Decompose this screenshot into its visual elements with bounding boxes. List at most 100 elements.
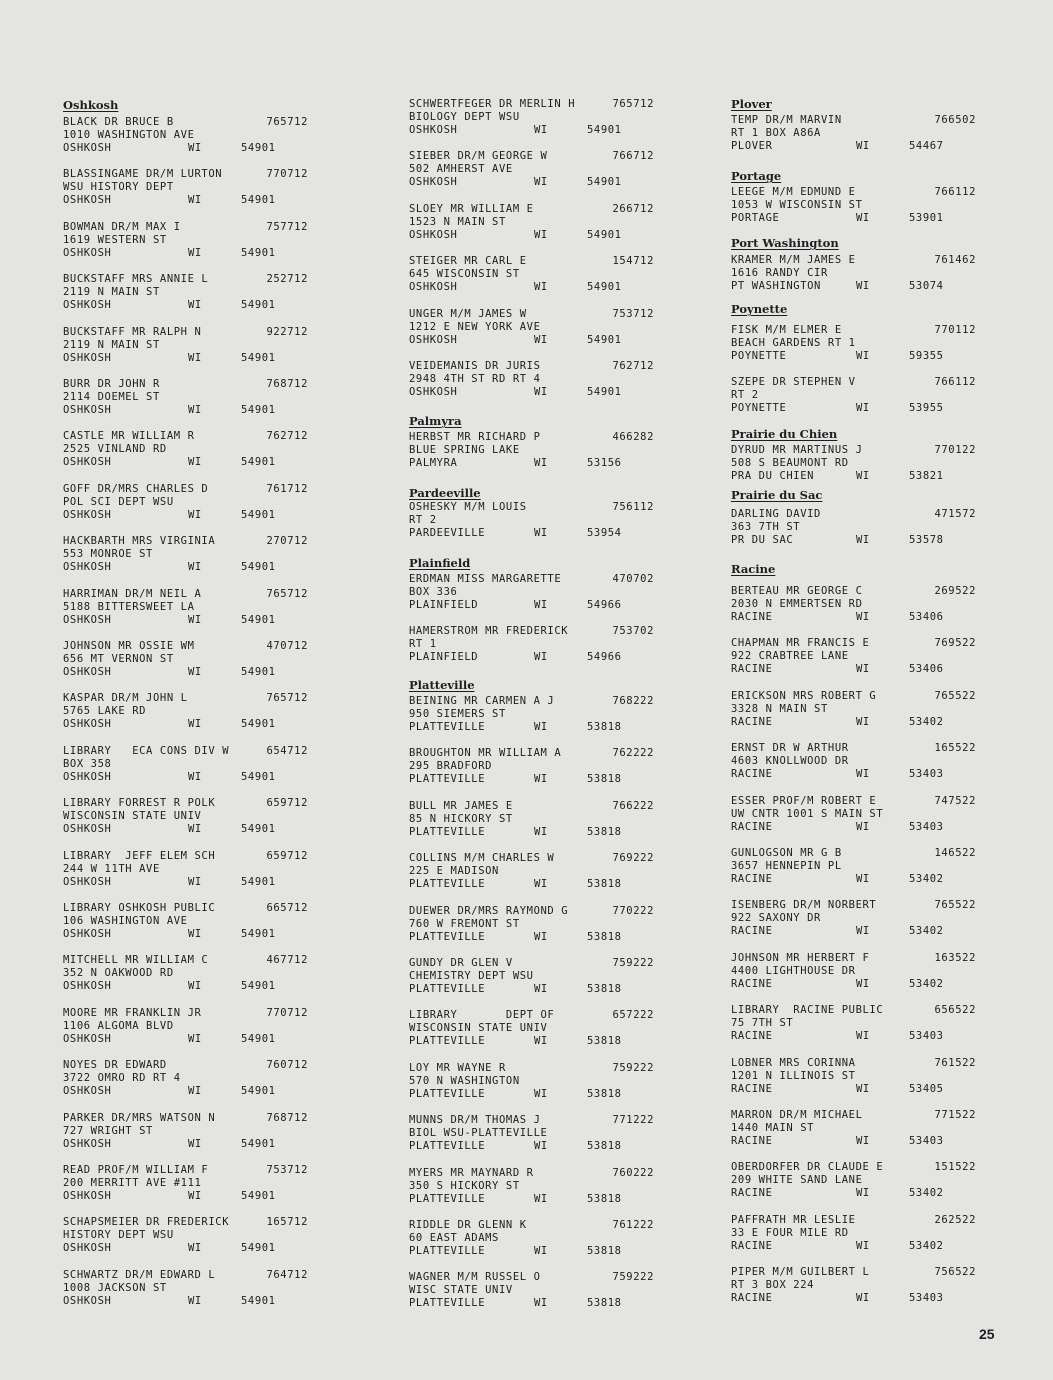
entry-name: ERICKSON MRS ROBERT G bbox=[731, 689, 877, 702]
entry-code: 766222 bbox=[612, 799, 654, 812]
entry-name: LOBNER MRS CORINNA bbox=[731, 1056, 856, 1069]
entry-code: 765712 bbox=[612, 98, 654, 110]
entry-name: GOFF DR/MRS CHARLES D bbox=[63, 482, 209, 495]
entry-zip: 53818 bbox=[587, 930, 622, 943]
entry-name: HACKBARTH MRS VIRGINIA bbox=[63, 535, 216, 548]
entry-code: 654712 bbox=[266, 744, 308, 757]
entry-city: PLOVER bbox=[731, 140, 773, 152]
entry-city: OSHKOSH bbox=[63, 456, 112, 469]
entry-city: PLATTEVILLE bbox=[409, 878, 486, 891]
entry-zip: 59355 bbox=[909, 350, 944, 362]
entry-code: 467712 bbox=[266, 954, 308, 967]
directory-entry: OSHESKY M/M LOUIS 756112 RT 2 PARDEEVILLE WI… bbox=[409, 501, 654, 540]
entry-state: WI bbox=[856, 212, 870, 224]
entry-city: PLATTEVILLE bbox=[409, 773, 486, 786]
directory-entry: ERDMAN MISS MARGARETTE 470702 BOX 336 PLAIN… bbox=[409, 573, 654, 612]
entry-name: HARRIMAN DR/M NEIL A bbox=[63, 587, 202, 600]
entry-address: 1523 N MAIN ST bbox=[409, 215, 506, 228]
entry-zip: 54901 bbox=[241, 561, 276, 574]
entry-city: OSHKOSH bbox=[409, 176, 458, 189]
entry-address: 508 S BEAUMONT RD bbox=[731, 457, 849, 469]
entry-code: 922712 bbox=[266, 325, 308, 338]
entry-state: WI bbox=[856, 1082, 870, 1095]
entry-name: SCHAPSMEIER DR FREDERICK bbox=[63, 1216, 230, 1229]
entry-code: 768712 bbox=[266, 378, 308, 390]
entry-name: ERDMAN MISS MARGARETTE bbox=[409, 573, 562, 585]
entry-code: 770112 bbox=[934, 324, 976, 336]
entry-address: 209 WHITE SAND LANE bbox=[731, 1174, 863, 1187]
entry-name: MITCHELL MR WILLIAM C bbox=[63, 954, 209, 967]
entry-code: 762222 bbox=[612, 747, 654, 760]
entry-name: OSHESKY M/M LOUIS bbox=[409, 501, 527, 513]
entry-name: KASPAR DR/M JOHN L bbox=[63, 692, 188, 705]
entry-name: JOHNSON MR OSSIE WM bbox=[63, 640, 195, 652]
entry-zip: 54901 bbox=[587, 176, 622, 189]
entry-name: RIDDLE DR GLENN K bbox=[409, 1219, 527, 1231]
entry-code: 765522 bbox=[934, 899, 976, 912]
entry-address: BEACH GARDENS RT 1 bbox=[731, 337, 856, 349]
entry-zip: 54901 bbox=[241, 246, 276, 259]
entry-code: 151522 bbox=[934, 1161, 976, 1174]
entry-name: CASTLE MR WILLIAM R bbox=[63, 430, 195, 443]
directory-entry: HARRIMAN DR/M NEIL A 765712 5188 BITTERSWE… bbox=[63, 588, 308, 627]
entry-city: OSHKOSH bbox=[63, 980, 112, 993]
entry-code: 756522 bbox=[934, 1266, 976, 1279]
entry-code: 770712 bbox=[266, 1006, 308, 1019]
entry-name: JOHNSON MR HERBERT F bbox=[731, 951, 870, 964]
entry-zip: 54901 bbox=[587, 124, 622, 136]
entry-name: LIBRARY RACINE PUBLIC bbox=[731, 1004, 884, 1017]
directory-entry: PARKER DR/MRS WATSON N 768712 727 WRIGHT S… bbox=[63, 1112, 308, 1151]
entry-address: WISCONSIN STATE UNIV bbox=[63, 810, 202, 823]
entry-name: KRAMER M/M JAMES E bbox=[731, 254, 856, 266]
entry-address: 33 E FOUR MILE RD bbox=[731, 1226, 849, 1239]
entry-code: 262522 bbox=[934, 1213, 976, 1226]
entry-city: OSHKOSH bbox=[63, 351, 112, 364]
entry-code: 266712 bbox=[612, 202, 654, 215]
entry-city: OSHKOSH bbox=[63, 508, 112, 521]
entry-name: MUNNS DR/M THOMAS J bbox=[409, 1114, 541, 1127]
entry-state: WI bbox=[188, 246, 202, 259]
entry-address: RT 2 bbox=[409, 514, 437, 526]
entry-zip: 53821 bbox=[909, 470, 944, 482]
entry-city: RACINE bbox=[731, 1135, 773, 1147]
entry-code: 761462 bbox=[934, 254, 976, 266]
entry-zip: 54966 bbox=[587, 651, 622, 664]
entry-name: DYRUD MR MARTINUS J bbox=[731, 444, 863, 456]
entry-city: PLATTEVILLE bbox=[409, 1297, 486, 1310]
entry-address: 1619 WESTERN ST bbox=[63, 233, 167, 246]
entry-address: 950 SIEMERS ST bbox=[409, 708, 506, 720]
entry-name: PIPER M/M GUILBERT L bbox=[731, 1266, 870, 1279]
entry-zip: 53955 bbox=[909, 402, 944, 415]
entry-zip: 54901 bbox=[241, 1137, 276, 1150]
entry-state: WI bbox=[534, 1192, 548, 1205]
entry-address: 2030 N EMMERTSEN RD bbox=[731, 598, 863, 610]
directory-entry: MUNNS DR/M THOMAS J 771222 BIOL WSU-PLATTE… bbox=[409, 1114, 654, 1153]
directory-entry: PAFFRATH MR LESLIE 262522 33 E FOUR MILE R… bbox=[731, 1214, 976, 1253]
entry-code: 765712 bbox=[266, 116, 308, 128]
entry-name: MARRON DR/M MICHAEL bbox=[731, 1109, 863, 1121]
entry-city: PLATTEVILLE bbox=[409, 1192, 486, 1205]
entry-address: 3328 N MAIN ST bbox=[731, 702, 828, 715]
entry-address: 200 MERRITT AVE #111 bbox=[63, 1177, 202, 1189]
directory-entry: TEMP DR/M MARVIN 766502 RT 1 BOX A86A PLOVE… bbox=[731, 114, 976, 153]
directory-entry: SIEBER DR/M GEORGE W 766712 502 AMHERST AV… bbox=[409, 150, 654, 189]
directory-entry: SCHWERTFEGER DR MERLIN H 765712 BIOLOGY DE… bbox=[409, 98, 654, 137]
entry-city: OSHKOSH bbox=[63, 1085, 112, 1098]
entry-name: COLLINS M/M CHARLES W bbox=[409, 852, 555, 865]
section-heading: Plainfield bbox=[409, 556, 471, 570]
entry-city: RACINE bbox=[731, 1187, 773, 1200]
entry-name: LIBRARY JEFF ELEM SCH bbox=[63, 849, 216, 862]
directory-entry: PIPER M/M GUILBERT L 756522 RT 3 BOX 224 RA… bbox=[731, 1266, 976, 1305]
entry-city: RACINE bbox=[731, 1239, 773, 1252]
entry-name: ERNST DR W ARTHUR bbox=[731, 742, 849, 755]
entry-zip: 53403 bbox=[909, 768, 944, 781]
entry-zip: 53578 bbox=[909, 534, 944, 546]
entry-state: WI bbox=[856, 768, 870, 781]
directory-entry: BROUGHTON MR WILLIAM A 762222 295 BRADFORD… bbox=[409, 747, 654, 786]
entry-zip: 54901 bbox=[241, 1032, 276, 1045]
directory-entry: STEIGER MR CARL E 154712 645 WISCONSIN ST O… bbox=[409, 255, 654, 294]
entry-name: UNGER M/M JAMES W bbox=[409, 307, 527, 320]
entry-state: WI bbox=[856, 663, 870, 676]
entry-address: CHEMISTRY DEPT WSU bbox=[409, 970, 534, 982]
entry-state: WI bbox=[856, 1135, 870, 1147]
